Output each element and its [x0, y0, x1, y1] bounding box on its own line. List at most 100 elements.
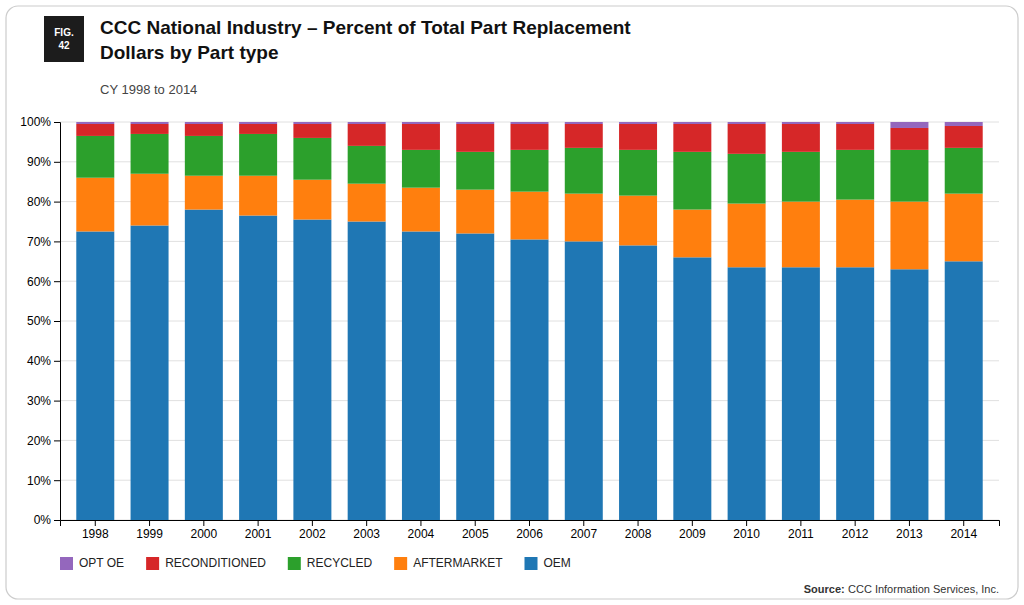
bar-segment [76, 122, 114, 124]
y-tick-mark [54, 241, 60, 242]
legend-swatch [288, 557, 301, 570]
x-tick-label: 2012 [842, 527, 869, 541]
bar-segment [293, 180, 331, 220]
x-tick: 1999 [136, 520, 163, 541]
bar-segment [348, 184, 386, 222]
y-tick-label: 0% [34, 513, 52, 527]
bar-segment [456, 190, 494, 234]
bar-segment [890, 202, 928, 270]
x-tick-label: 2006 [516, 527, 543, 541]
bar-segment [511, 124, 549, 150]
bar-segment [565, 241, 603, 520]
bar-segment [945, 148, 983, 194]
x-tick-label: 2004 [408, 527, 435, 541]
x-tick-label: 2009 [679, 527, 706, 541]
bar-segment [348, 222, 386, 521]
bar-segment [511, 122, 549, 124]
legend-item: OPT OE [60, 556, 124, 570]
x-tick-mark [963, 520, 964, 526]
bar-segment [402, 122, 440, 124]
y-tick-label: 60% [27, 275, 51, 289]
y-tick-mark [54, 361, 60, 362]
bar-segment [456, 122, 494, 124]
x-tick-mark [312, 520, 313, 526]
bar-segment [945, 126, 983, 148]
x-tick-mark [203, 520, 204, 526]
legend-swatch [525, 557, 538, 570]
y-tick-label: 20% [27, 434, 51, 448]
x-tick-mark [583, 520, 584, 526]
bar-segment [565, 194, 603, 242]
bar-segment [402, 231, 440, 520]
y-tick-mark [54, 321, 60, 322]
bar-segment [565, 124, 603, 148]
y-tick-label: 70% [27, 235, 51, 249]
bar-segment [293, 138, 331, 180]
source-part: CCC Information Services, Inc. [848, 583, 999, 595]
bar-segment [836, 200, 874, 268]
y-tick: 10% [27, 474, 60, 488]
chart-svg: CCC National Industry – Percent of Total… [0, 0, 1024, 605]
legend-label: AFTERMARKET [413, 556, 503, 570]
x-tick-label: 2007 [570, 527, 597, 541]
legend-swatch [146, 557, 159, 570]
y-tick-mark [54, 122, 60, 123]
x-tick: 2003 [353, 520, 380, 541]
y-tick-label: 40% [27, 354, 51, 368]
x-tick-mark [366, 520, 367, 526]
y-tick-mark [54, 162, 60, 163]
legend-item: OEM [525, 556, 571, 570]
x-tick: 2001 [245, 520, 272, 541]
x-tick-mark [529, 520, 530, 526]
bar-segment [619, 150, 657, 196]
x-tick-label: 2013 [896, 527, 923, 541]
legend-label: OEM [544, 556, 571, 570]
x-tick-mark [855, 520, 856, 526]
bar-segment [402, 188, 440, 232]
bar-segment [239, 122, 277, 124]
x-tick: 2011 [788, 520, 814, 541]
y-axis-line [54, 123, 61, 521]
y-tick-label: 30% [27, 394, 51, 408]
x-tick-label: 2008 [625, 527, 652, 541]
y-tick-mark [54, 401, 60, 402]
y-tick-mark [54, 520, 60, 521]
y-tick: 40% [27, 354, 60, 368]
bars [76, 122, 982, 520]
bar-segment [76, 178, 114, 232]
bar-segment [945, 261, 983, 520]
bar-segment [239, 176, 277, 216]
bar-segment [239, 216, 277, 520]
x-tick-mark [258, 520, 259, 526]
y-tick-label: 80% [27, 195, 51, 209]
bar-segment [673, 152, 711, 210]
title: Dollars by Part type [100, 42, 278, 63]
x-axis-line [61, 521, 1000, 527]
bar-segment [890, 150, 928, 202]
x-tick: 2012 [842, 520, 869, 541]
y-tick: 30% [27, 394, 60, 408]
legend-label: RECYCLED [307, 556, 373, 570]
x-tick-mark [746, 520, 747, 526]
x-axis: 1998199920002001200220032004200520062007… [61, 520, 1000, 541]
bar-segment [945, 122, 983, 126]
x-tick: 2010 [733, 520, 760, 541]
bar-segment [673, 210, 711, 258]
bar-segment [836, 150, 874, 200]
border [6, 6, 1018, 599]
y-tick-mark [54, 480, 60, 481]
y-tick: 90% [27, 155, 60, 169]
y-tick-mark [54, 440, 60, 441]
bar-segment [293, 220, 331, 520]
bar-segment [728, 204, 766, 268]
bar-segment [402, 150, 440, 188]
bar-segment [565, 148, 603, 194]
bar-segment [782, 267, 820, 520]
x-tick-label: 1998 [82, 527, 109, 541]
source-part: Source: [804, 583, 845, 595]
x-tick-mark [420, 520, 421, 526]
bar-segment [782, 202, 820, 268]
x-tick-label: 2005 [462, 527, 489, 541]
bar-segment [131, 134, 169, 174]
bar-segment [131, 174, 169, 226]
